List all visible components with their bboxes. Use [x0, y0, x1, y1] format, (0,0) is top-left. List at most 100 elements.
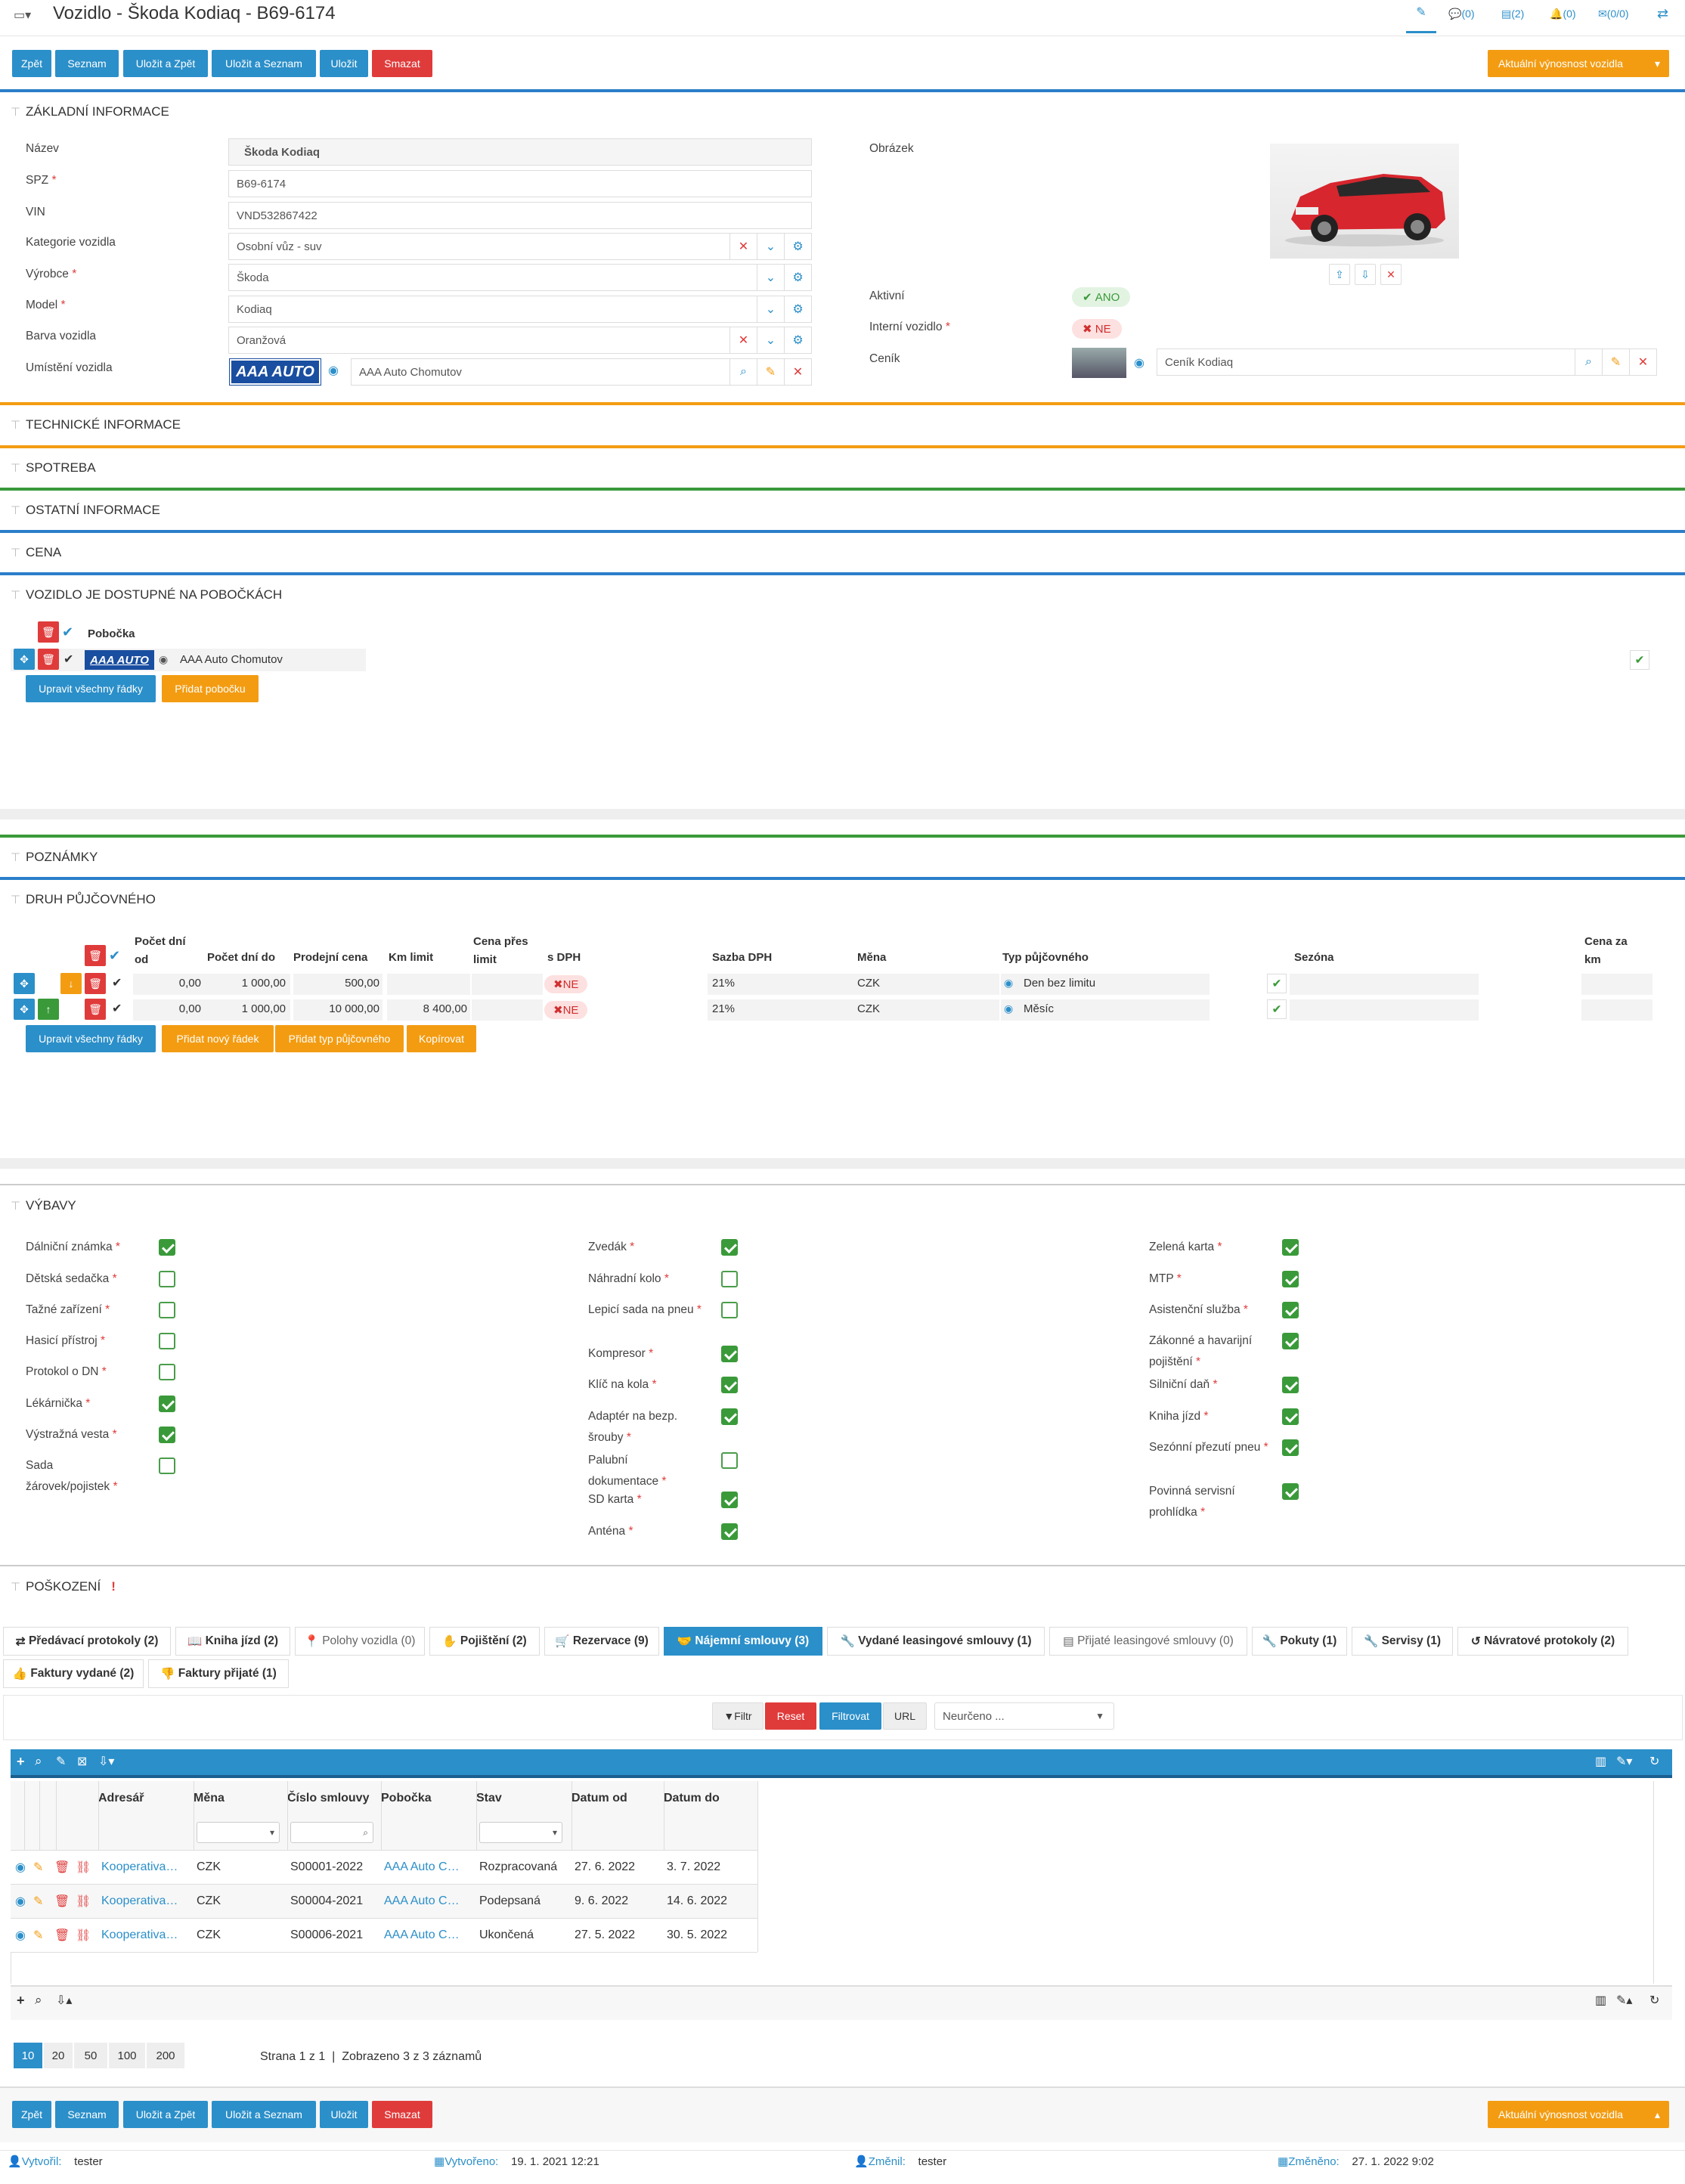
grid-cell[interactable]: AAA Auto C… — [384, 1894, 460, 1907]
export-icon[interactable]: ⇩▴ — [56, 1994, 73, 2007]
grid-column-header[interactable]: Datum do — [664, 1792, 720, 1805]
internal-badge[interactable]: ✖ NE — [1072, 319, 1122, 339]
section-price[interactable]: ⊤ CENA — [0, 530, 1685, 572]
tab-rental-contracts[interactable]: 🤝 Nájemní smlouvy (3) — [664, 1627, 822, 1656]
color-field[interactable]: Oranžová ✕ ⌄ ⚙ — [228, 327, 812, 354]
save-button[interactable]: Uložit — [320, 50, 368, 77]
delete-row-icon[interactable]: 🗑 — [85, 999, 106, 1020]
menu-toggle-icon[interactable]: ▭▾ — [14, 9, 32, 22]
horizontal-scrollbar[interactable] — [0, 809, 1685, 819]
delete-all-icon[interactable]: 🗑 — [85, 945, 106, 966]
clear-icon[interactable]: ✕ — [729, 233, 757, 260]
columns-icon[interactable]: ▥ — [1595, 1755, 1607, 1768]
unlink-icon[interactable]: ⛓ — [76, 1895, 91, 1908]
add-icon[interactable]: + — [17, 1993, 25, 2008]
notifications-count[interactable]: 🔔(0) — [1550, 8, 1576, 20]
files-count[interactable]: ▤(2) — [1501, 8, 1525, 20]
search-icon[interactable]: ⌕ — [35, 1754, 42, 1768]
equipment-checkbox[interactable] — [721, 1523, 738, 1540]
tab-received-leasing[interactable]: ▤ Přijaté leasingové smlouvy (0) — [1049, 1627, 1247, 1656]
column-filter-select[interactable]: ▾ — [197, 1822, 280, 1843]
list-button[interactable]: Seznam — [55, 2101, 119, 2128]
tab-reservations[interactable]: 🛒 Rezervace (9) — [544, 1627, 659, 1656]
table-row[interactable] — [11, 1919, 757, 1953]
emails-count[interactable]: ✉(0/0) — [1598, 8, 1629, 20]
comments-count[interactable]: 💬(0) — [1448, 8, 1475, 20]
equipment-checkbox[interactable] — [159, 1364, 175, 1380]
tab-return-protocols[interactable]: ↺ Návratové protokoly (2) — [1457, 1627, 1628, 1656]
section-other[interactable]: ⊤ OSTATNÍ INFORMACE — [0, 488, 1685, 530]
tab-vehicle-positions[interactable]: 📍 Polohy vozidla (0) — [295, 1627, 425, 1656]
pencil-icon[interactable]: ✎ — [1602, 349, 1629, 376]
trash-icon[interactable]: 🗑 — [54, 1895, 70, 1908]
section-basic[interactable]: ⊤ ZÁKLADNÍ INFORMACE — [0, 89, 1685, 132]
delete-all-icon[interactable]: 🗑 — [38, 621, 59, 643]
eye-icon[interactable]: ◉ — [15, 1929, 26, 1942]
delete-button[interactable]: Smazat — [372, 50, 432, 77]
check-all-icon[interactable]: ✔ — [109, 948, 121, 963]
row-check-icon[interactable]: ✔ — [1630, 650, 1649, 670]
search-icon[interactable]: ⌕ — [35, 1993, 42, 2007]
eye-icon[interactable]: ◉ — [328, 364, 339, 377]
equipment-checkbox[interactable] — [1282, 1483, 1299, 1500]
profitability-button[interactable]: Aktuální výnosnost vozidla ▴ — [1488, 2101, 1669, 2128]
grid-cell[interactable]: AAA Auto C… — [384, 1860, 460, 1873]
tab-services[interactable]: 🔧 Servisy (1) — [1352, 1627, 1453, 1656]
section-equipment[interactable]: ⊤ VÝBAVY — [0, 1184, 1685, 1226]
move-icon[interactable]: ✥ — [14, 999, 35, 1020]
download-icon[interactable]: ⇩ — [1355, 264, 1376, 285]
refresh-icon[interactable]: ↻ — [1649, 1755, 1660, 1768]
equipment-checkbox[interactable] — [159, 1427, 175, 1443]
equipment-checkbox[interactable] — [159, 1396, 175, 1412]
model-field[interactable]: Kodiaq ⌄ ⚙ — [228, 296, 812, 323]
settings-icon[interactable]: ⚙ — [784, 233, 811, 260]
equipment-checkbox[interactable] — [721, 1408, 738, 1425]
filter-button[interactable]: ▼ Filtr — [712, 1702, 764, 1730]
chevron-down-icon[interactable]: ⌄ — [757, 296, 784, 323]
equipment-checkbox[interactable] — [1282, 1439, 1299, 1456]
pencil-icon[interactable]: ✎ — [33, 1929, 44, 1942]
clear-icon[interactable]: ✕ — [1629, 349, 1656, 376]
reset-button[interactable]: Reset — [765, 1702, 816, 1730]
clear-icon[interactable]: ✕ — [784, 358, 811, 386]
eye-icon[interactable]: ◉ — [15, 1861, 26, 1874]
section-consumption[interactable]: ⊤ SPOTREBA — [0, 445, 1685, 488]
save-list-button[interactable]: Uložit a Seznam — [212, 50, 316, 77]
name-field[interactable]: Škoda Kodiaq — [228, 138, 812, 166]
column-search-input[interactable]: ⌕ — [290, 1822, 373, 1843]
check-all-icon[interactable]: ✔ — [62, 624, 74, 640]
add-rental-type-button[interactable]: Přidat typ půjčovného — [275, 1025, 404, 1052]
unlink-icon[interactable]: ⛓ — [76, 1861, 91, 1874]
delete-row-icon[interactable]: 🗑 — [85, 973, 106, 994]
edit-all-rows-button[interactable]: Upravit všechny řádky — [26, 1025, 156, 1052]
grid-cell[interactable]: Kooperativa… — [101, 1860, 178, 1873]
equipment-checkbox[interactable] — [159, 1239, 175, 1256]
tab-fines[interactable]: 🔧 Pokuty (1) — [1252, 1627, 1347, 1656]
edit-icon[interactable]: ✎ — [56, 1755, 67, 1768]
delete-image-icon[interactable]: ✕ — [1380, 264, 1402, 285]
category-field[interactable]: Osobní vůz - suv ✕ ⌄ ⚙ — [228, 233, 812, 260]
eye-icon[interactable]: ◉ — [1134, 357, 1144, 370]
save-back-button[interactable]: Uložit a Zpět — [123, 2101, 208, 2128]
vat-badge[interactable]: ✖ NE — [544, 1001, 588, 1019]
season-check-icon[interactable]: ✔ — [1267, 999, 1287, 1019]
add-branch-button[interactable]: Přidat pobočku — [162, 675, 259, 702]
vat-badge[interactable]: ✖ NE — [544, 975, 588, 993]
column-filter-select[interactable]: ▾ — [479, 1822, 562, 1843]
equipment-checkbox[interactable] — [721, 1271, 738, 1287]
edit-all-rows-button[interactable]: Upravit všechny řádky — [26, 675, 156, 702]
pricelist-field[interactable]: Ceník Kodiaq ⌕ ✎ ✕ — [1157, 349, 1657, 376]
settings-icon[interactable]: ⚙ — [784, 264, 811, 291]
grid-cell[interactable]: AAA Auto C… — [384, 1928, 460, 1941]
eye-icon[interactable]: ◉ — [159, 653, 169, 665]
section-rental[interactable]: ⊤ DRUH PŮJČOVNÉHO — [0, 877, 1685, 919]
search-icon[interactable]: ⌕ — [1575, 349, 1602, 376]
grid-column-header[interactable]: Číslo smlouvy — [287, 1792, 370, 1805]
delete-button[interactable]: Smazat — [372, 2101, 432, 2128]
back-button[interactable]: Zpět — [12, 2101, 51, 2128]
filter-select[interactable]: Neurčeno ... ▼ — [934, 1702, 1114, 1730]
equipment-checkbox[interactable] — [721, 1452, 738, 1469]
move-icon[interactable]: ✥ — [14, 649, 35, 670]
columns-icon[interactable]: ▥ — [1595, 1994, 1607, 2007]
add-row-button[interactable]: Přidat nový řádek — [162, 1025, 274, 1052]
